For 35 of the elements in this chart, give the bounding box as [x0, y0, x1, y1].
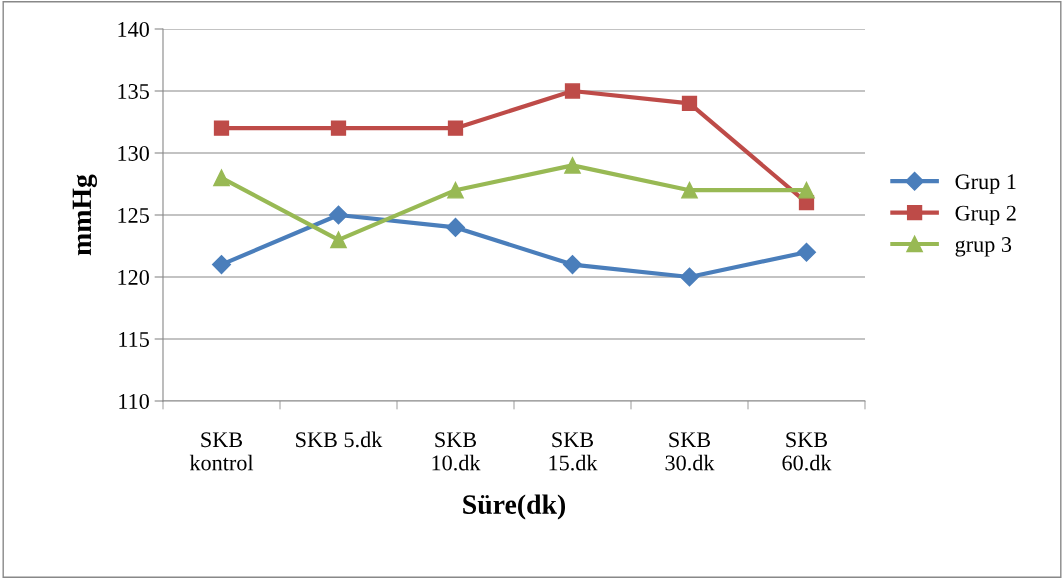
point	[796, 242, 817, 262]
point	[213, 120, 230, 136]
y-tick-label: 130	[118, 145, 149, 161]
y-tick-label: 125	[118, 207, 149, 223]
x-tick-label: SKB 10.dk	[432, 432, 481, 471]
point	[562, 255, 583, 275]
point	[328, 205, 349, 225]
point	[564, 83, 581, 99]
point	[211, 255, 232, 275]
point	[679, 267, 700, 287]
x-axis-title: Süre(dk)	[463, 494, 566, 520]
x-tick-label: SKB 30.dk	[665, 432, 715, 471]
x-tick-label: SKB 5.dk	[296, 431, 383, 448]
x-tick-label: SKB 15.dk	[549, 432, 598, 471]
point	[681, 95, 698, 112]
legend-label: Grup 2	[955, 205, 1016, 226]
point	[798, 181, 815, 199]
point	[213, 169, 230, 187]
point	[564, 157, 581, 174]
legend-label: Grup 1	[955, 174, 1016, 194]
legend-label: grup 3	[955, 237, 1012, 257]
y-tick-label: 140	[118, 21, 149, 37]
x-tick-label: SKB 60.dk	[782, 432, 832, 471]
point	[330, 120, 347, 136]
point	[681, 181, 698, 199]
y-axis-title: mmHg	[72, 174, 98, 256]
point	[447, 120, 464, 136]
y-tick-label: 115	[119, 332, 149, 347]
y-tick-label: 120	[118, 269, 149, 285]
x-tick-label: SKB kontrol	[189, 432, 254, 471]
y-tick-label: 135	[118, 83, 149, 99]
y-tick-label: 110	[119, 393, 149, 409]
point	[447, 181, 464, 199]
point	[445, 217, 466, 237]
point	[330, 231, 347, 249]
